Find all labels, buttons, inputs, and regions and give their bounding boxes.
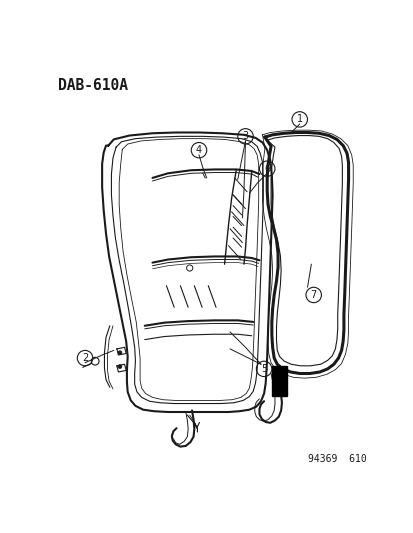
- Text: 2: 2: [82, 353, 88, 363]
- Circle shape: [118, 365, 121, 368]
- Text: 1: 1: [296, 115, 302, 124]
- Bar: [271, 366, 286, 397]
- Text: 3: 3: [242, 131, 248, 141]
- Circle shape: [118, 351, 121, 354]
- Text: 94369  610: 94369 610: [307, 454, 366, 464]
- Text: 7: 7: [310, 290, 316, 300]
- Text: DAB-610A: DAB-610A: [58, 78, 128, 93]
- Text: 6: 6: [263, 164, 270, 174]
- Text: 5: 5: [260, 364, 266, 374]
- Text: 4: 4: [195, 145, 202, 155]
